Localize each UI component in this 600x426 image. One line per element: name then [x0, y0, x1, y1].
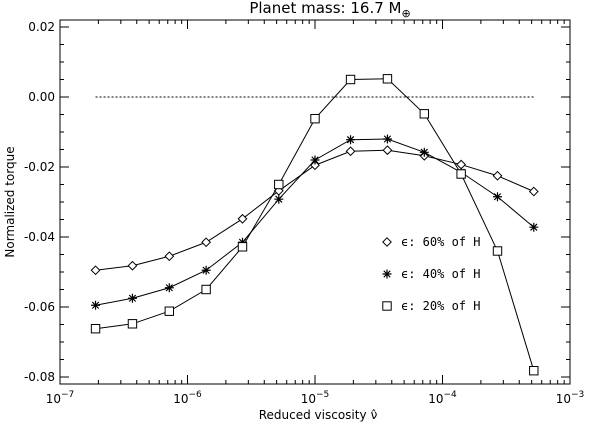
- point-asterisk: [201, 265, 211, 275]
- legend-label: ϵ: 60% of H: [401, 235, 480, 249]
- point-square: [201, 284, 211, 295]
- x-axis-label: Reduced viscosity ν̂: [259, 408, 378, 422]
- point-diamond: [310, 160, 320, 171]
- point-square: [90, 324, 101, 334]
- y-tick-label: 0.00: [28, 90, 55, 104]
- x-axis-label-text: Reduced viscosity: [259, 408, 367, 422]
- point-diamond: [90, 265, 101, 276]
- y-tick-label: -0.06: [24, 300, 55, 314]
- point-diamond: [237, 213, 248, 224]
- point-asterisk: [91, 300, 101, 310]
- point-asterisk: [382, 134, 392, 144]
- y-tick-label: -0.08: [24, 370, 55, 384]
- series-square: [90, 74, 539, 376]
- y-axis: 0.02 0.00 -0.02 -0.04 -0.06 -0.08: [24, 20, 570, 384]
- point-asterisk: [127, 293, 137, 303]
- x-axis: 10−7 10−6 10−5 10−4 10−3: [46, 20, 585, 406]
- point-diamond: [492, 170, 503, 181]
- chart-title: Planet mass: 16.7 M⊕: [249, 0, 410, 20]
- legend-label: ϵ: 40% of H: [401, 267, 480, 281]
- point-square: [237, 242, 248, 252]
- point-square: [164, 306, 175, 316]
- x-tick-label: 10−3: [556, 390, 585, 406]
- x-tick-label: 10−7: [46, 390, 75, 406]
- point-diamond: [528, 186, 539, 197]
- point-diamond: [127, 260, 138, 271]
- legend-item: ϵ: 60% of H: [382, 235, 480, 249]
- legend: ϵ: 60% of H ϵ: 40% of H ϵ: 20% of H: [382, 235, 480, 313]
- series-group: [90, 74, 539, 376]
- point-diamond: [456, 159, 467, 170]
- series-asterisk: [91, 134, 539, 310]
- x-tick-label: 10−6: [173, 390, 202, 406]
- point-asterisk: [274, 194, 284, 204]
- point-asterisk: [346, 135, 356, 145]
- y-tick-label: -0.02: [24, 160, 55, 174]
- point-asterisk: [492, 192, 502, 202]
- x-tick-label: 10−4: [428, 390, 457, 406]
- point-square: [127, 319, 138, 329]
- point-asterisk: [529, 222, 539, 232]
- point-diamond: [382, 145, 393, 156]
- point-diamond: [345, 146, 356, 157]
- plot-frame: [59, 19, 571, 385]
- legend-item: ϵ: 40% of H: [382, 267, 480, 281]
- y-tick-label: -0.04: [24, 230, 55, 244]
- point-asterisk: [164, 283, 174, 293]
- series-diamond: [90, 145, 539, 276]
- point-square: [345, 74, 356, 85]
- y-axis-label: Normalized torque: [3, 146, 17, 257]
- point-square: [274, 179, 284, 190]
- chart-title-subscript: ⊕: [401, 7, 410, 20]
- legend-item: ϵ: 20% of H: [382, 299, 480, 313]
- x-axis-label-symbol: ν̂: [371, 408, 378, 422]
- point-asterisk: [382, 269, 392, 279]
- point-square: [310, 114, 320, 124]
- chart-title-text: Planet mass: 16.7 M: [249, 0, 401, 17]
- point-asterisk: [419, 147, 429, 157]
- point-diamond: [164, 251, 175, 262]
- point-diamond: [201, 237, 212, 248]
- point-square: [492, 246, 503, 256]
- point-square: [529, 366, 539, 376]
- point-square: [456, 169, 466, 179]
- point-square: [382, 74, 393, 84]
- point-asterisk: [310, 155, 320, 165]
- y-tick-label: 0.02: [28, 20, 55, 34]
- point-diamond: [382, 237, 392, 247]
- point-square: [382, 301, 392, 311]
- legend-label: ϵ: 20% of H: [401, 299, 480, 313]
- point-square: [419, 109, 430, 119]
- x-tick-label: 10−5: [301, 390, 330, 406]
